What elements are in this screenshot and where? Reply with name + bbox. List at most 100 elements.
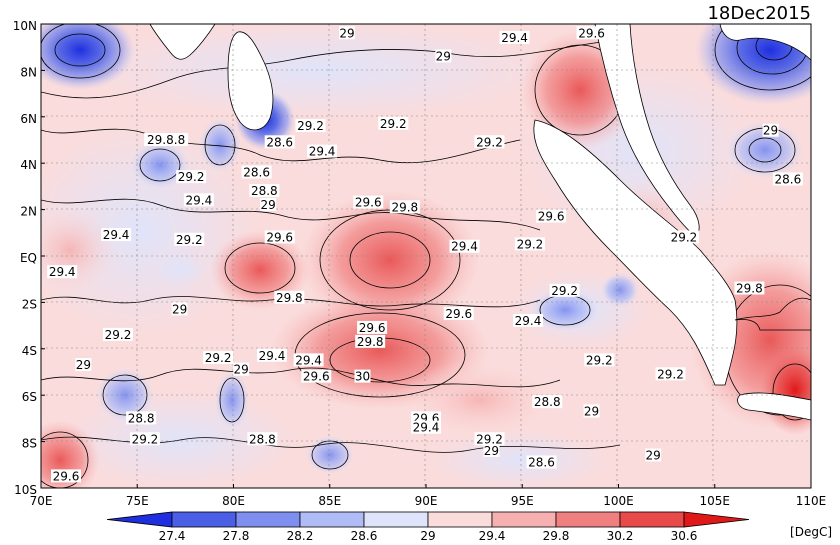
contour-label: 29 bbox=[76, 358, 91, 372]
contour-label-bg bbox=[176, 170, 207, 184]
contour-label-bg bbox=[293, 353, 324, 367]
contour-label: 29.8 bbox=[736, 281, 763, 295]
contour-label-bg bbox=[144, 133, 189, 146]
contour-label-bg bbox=[576, 26, 607, 40]
contour-label-bg bbox=[378, 116, 409, 130]
contour-label-bg bbox=[772, 172, 803, 186]
contour-label: 29.6 bbox=[355, 196, 382, 210]
contour-label: 29.2 bbox=[132, 432, 159, 446]
colorbar-segment bbox=[427, 511, 493, 528]
contour-label: 29.2 bbox=[476, 432, 503, 446]
contour-label: 28.6 bbox=[243, 165, 270, 179]
contour-label: 29.4 bbox=[501, 31, 528, 45]
contour-label-bg bbox=[474, 135, 505, 149]
contour-label: 29.6 bbox=[53, 469, 80, 483]
contour-label-bg bbox=[411, 420, 441, 434]
longitude-axis: 70E 75E 80E 85E 90E 95E 100E 105E 110E bbox=[30, 484, 826, 508]
colorbar-segment bbox=[555, 511, 621, 528]
contour-label-bg bbox=[301, 369, 332, 383]
contour-label: 28.8 bbox=[249, 432, 276, 446]
contour-label: 29.6 bbox=[266, 230, 293, 244]
contour-label-bg bbox=[583, 404, 600, 418]
contour-label: 29.2 bbox=[657, 367, 684, 381]
lat-tick-label: 10N bbox=[13, 19, 37, 33]
contour-label-bg bbox=[103, 327, 133, 341]
contour-label: 29.8 bbox=[391, 200, 418, 214]
colorbar-segment bbox=[235, 511, 301, 528]
lat-tick-label: 8S bbox=[22, 437, 37, 451]
contour-label: 29.2 bbox=[517, 237, 544, 251]
contour-label: 29 bbox=[261, 198, 276, 212]
contour-label-bg bbox=[274, 290, 305, 304]
contour-label: 29.4 bbox=[49, 265, 76, 279]
contour-label-bg bbox=[47, 265, 78, 279]
colorbar: 27.4 27.8 28.2 28.6 29 29.4 29.8 30.2 30.6 bbox=[106, 511, 750, 543]
borneo bbox=[719, 24, 811, 61]
colorbar-segment bbox=[171, 511, 237, 528]
contour-label: 29 bbox=[646, 449, 661, 463]
contour-label: 29 bbox=[172, 302, 187, 316]
contour-label-bg bbox=[514, 237, 545, 251]
contour-label-bg bbox=[174, 232, 205, 246]
contour-label-bg bbox=[75, 358, 92, 372]
contour-label: 29.2 bbox=[671, 230, 698, 244]
lat-tick-label: 6S bbox=[22, 390, 37, 404]
lon-tick-label: 100E bbox=[603, 494, 634, 508]
contour-label: 29 bbox=[339, 26, 354, 40]
sst-field bbox=[41, 24, 811, 488]
contour-label-bg bbox=[357, 320, 388, 334]
contour-label: 29.6 bbox=[445, 307, 472, 321]
colorbar-tick-label: 30.6 bbox=[671, 529, 698, 543]
contour-label-bg bbox=[260, 197, 277, 211]
colorbar-tick-label: 27.8 bbox=[223, 529, 250, 543]
contour-label: 29.6 bbox=[303, 370, 330, 384]
colorbar-tick-label: 28.2 bbox=[287, 529, 314, 543]
contour-label-bg bbox=[443, 307, 474, 320]
contour-label: 29.2 bbox=[105, 328, 132, 342]
contour-label-bg bbox=[435, 49, 452, 63]
contour-label: 29.2 bbox=[551, 284, 578, 298]
contour-label-bg bbox=[513, 313, 544, 327]
contour-label-bg bbox=[668, 230, 699, 244]
contour-label-bg bbox=[339, 26, 356, 40]
contour-label: 29.2 bbox=[176, 233, 203, 247]
lon-tick-label: 70E bbox=[30, 494, 53, 508]
contour-label-bg bbox=[353, 195, 384, 209]
contour-label-bg bbox=[734, 281, 765, 295]
contour-label: 29.8.8 bbox=[147, 133, 185, 147]
lat-tick-label: 10S bbox=[14, 483, 37, 497]
lat-tick-label: EQ bbox=[20, 251, 37, 265]
contour-label-bg bbox=[655, 367, 686, 381]
graticule bbox=[41, 24, 811, 488]
contour-label-bg bbox=[264, 230, 295, 244]
contour-label: 29.4 bbox=[103, 228, 130, 242]
contour-label-bg bbox=[474, 432, 505, 446]
contour-label: 29.8 bbox=[357, 335, 384, 349]
contour-label: 29.4 bbox=[515, 314, 542, 328]
contour-label-bg bbox=[249, 184, 280, 198]
contour-label: 29 bbox=[484, 444, 499, 458]
colorbar-high-arrow bbox=[683, 511, 750, 528]
lon-tick-label: 85E bbox=[318, 494, 341, 508]
contour-label-bg bbox=[203, 351, 234, 365]
contour-label-bg bbox=[233, 362, 250, 376]
colorbar-tick-label: 30.2 bbox=[607, 529, 634, 543]
colorbar-tick-label: 29 bbox=[420, 529, 435, 543]
contour-label-bg bbox=[101, 228, 132, 242]
colorbar-tick-label: 29.4 bbox=[479, 529, 506, 543]
contour-label-bg bbox=[171, 302, 188, 316]
colorbar-low-arrow bbox=[106, 511, 173, 528]
colorbar-segment bbox=[619, 511, 685, 528]
contour-label: 29.4 bbox=[295, 353, 322, 367]
colorbar-tick-label: 29.8 bbox=[543, 529, 570, 543]
lon-tick-label: 90E bbox=[415, 494, 438, 508]
contour-label: 29.8 bbox=[276, 291, 303, 305]
contour-label-bg bbox=[483, 443, 500, 457]
contour-label: 29.2 bbox=[205, 351, 232, 365]
contour-label: 30 bbox=[355, 370, 370, 384]
date-label: 18Dec2015 bbox=[707, 3, 811, 24]
contour-label-bg bbox=[532, 395, 563, 409]
contour-label-bg bbox=[257, 348, 287, 362]
lon-tick-label: 75E bbox=[126, 494, 149, 508]
